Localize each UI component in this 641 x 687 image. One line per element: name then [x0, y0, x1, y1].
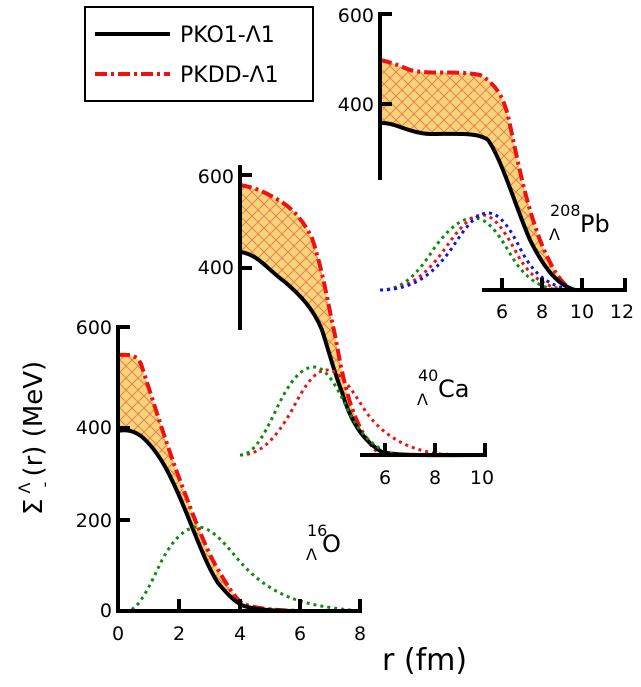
- pb208-xtick-label: 6: [496, 301, 508, 323]
- o16-xtick-label: 0: [112, 623, 124, 645]
- pb208-lambda-sub: Λ: [549, 225, 560, 244]
- pb208-mass-number: 208: [550, 201, 581, 220]
- panel-ca40: 6 8 10 400 600 40 Λ Ca: [198, 165, 494, 489]
- legend-label-pko1: PKO1-Λ1: [180, 23, 275, 48]
- pb208-ytick-label: 400: [338, 94, 374, 116]
- ca40-xtick-label: 8: [429, 467, 441, 489]
- o16-xtick-label: 4: [234, 623, 246, 645]
- pb208-xtick-label: 12: [610, 301, 634, 323]
- ca40-pko1-line: [239, 250, 486, 458]
- o16-band: [118, 354, 242, 603]
- pb208-xtick-label: 10: [570, 301, 594, 323]
- o16-element: O: [322, 530, 341, 558]
- pb208-ticks: [380, 12, 627, 290]
- ca40-nucleus-label: 40 Λ Ca: [417, 366, 469, 409]
- ca40-ticks: [240, 173, 487, 455]
- o16-xtick-label: 2: [173, 623, 185, 645]
- ca40-xtick-label: 6: [379, 467, 391, 489]
- pb208-xtick-label: 8: [536, 301, 548, 323]
- o16-ytick-label: 400: [76, 417, 112, 439]
- ca40-density-green: [239, 365, 485, 457]
- o16-nucleus-label: 16 Λ O: [306, 521, 341, 564]
- ca40-ytick-label: 400: [198, 257, 234, 279]
- pb208-density-red: [379, 213, 625, 292]
- o16-ytick-label: 0: [100, 600, 112, 622]
- o16-ticks: [116, 325, 362, 611]
- pb208-band: [380, 60, 575, 290]
- o16-xtick-label: 8: [354, 623, 366, 645]
- y-axis-title-text: Σ Λ - (r) (MeV): [15, 361, 54, 515]
- legend-label-pkdd: PKDD-Λ1: [180, 63, 279, 88]
- o16-xtick-label: 6: [294, 623, 306, 645]
- legend: PKO1-Λ1 PKDD-Λ1: [84, 6, 314, 102]
- ca40-element: Ca: [438, 375, 469, 403]
- panel-o16: 0 2 4 6 8 0 200 400 600 16 Λ O: [76, 317, 366, 645]
- o16-pko1-line: [117, 428, 360, 613]
- y-axis-title-subscript: -: [35, 482, 54, 488]
- x-axis-title: r (fm): [382, 643, 467, 678]
- o16-lambda-sub: Λ: [306, 545, 317, 564]
- y-axis-title-superscript: Λ: [15, 482, 34, 493]
- ca40-lambda-sub: Λ: [417, 390, 428, 409]
- ca40-ytick-label: 600: [198, 166, 234, 188]
- ca40-mass-number: 40: [418, 366, 438, 385]
- o16-mass-number: 16: [307, 521, 327, 540]
- y-axis-title-symbol: Σ: [19, 499, 49, 515]
- o16-ytick-label: 200: [76, 510, 112, 532]
- o16-pkdd-line: [117, 352, 360, 613]
- ca40-band: [240, 185, 382, 452]
- o16-ytick-label: 600: [76, 317, 112, 339]
- pb208-ytick-label: 600: [338, 5, 374, 27]
- pb208-element: Pb: [580, 210, 610, 238]
- ca40-xtick-label: 10: [470, 467, 494, 489]
- panel-pb208: 6 8 10 12 400 600 208 Λ Pb: [338, 5, 634, 323]
- pb208-pkdd-line: [379, 58, 625, 292]
- pb208-nucleus-label: 208 Λ Pb: [549, 201, 610, 244]
- legend-box: [84, 6, 314, 102]
- y-axis-title: Σ Λ - (r) (MeV): [15, 361, 54, 515]
- pb208-pko1-line: [379, 120, 625, 292]
- y-axis-title-rest: (r) (MeV): [19, 361, 49, 477]
